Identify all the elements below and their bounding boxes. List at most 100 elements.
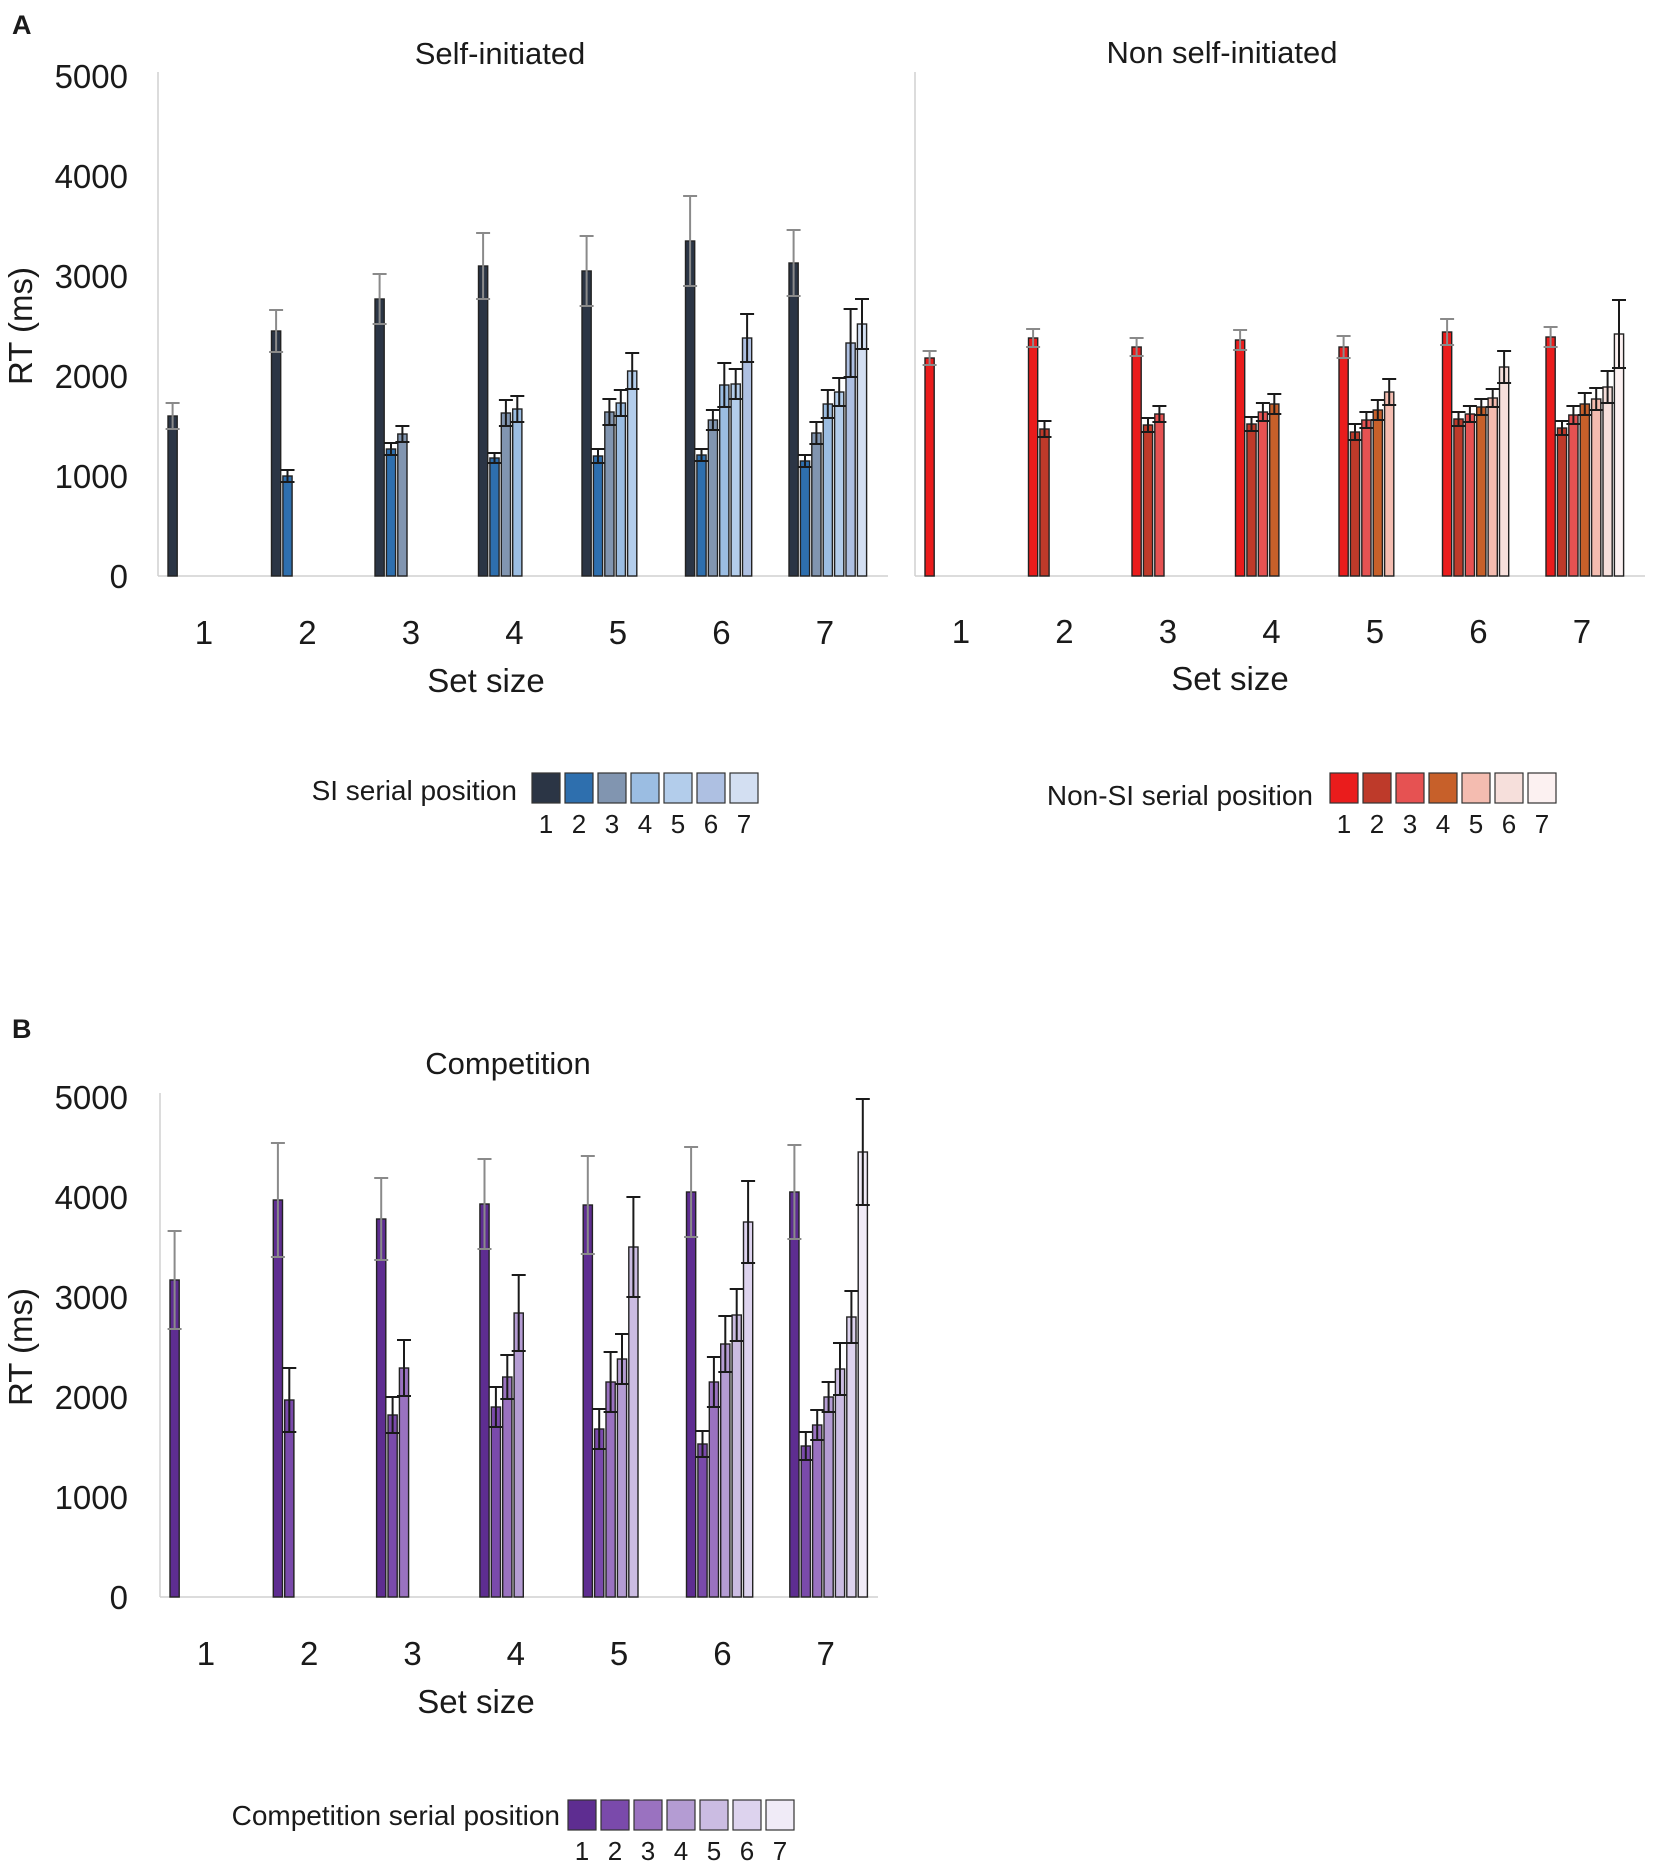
- bar: [731, 1314, 742, 1598]
- legend-si-serial-position: SI serial position 1 2 3 4 5 6 7: [312, 772, 759, 839]
- bar: [616, 1358, 628, 1598]
- x-tick-label: 5: [609, 614, 627, 651]
- legend-swatch: [1362, 772, 1392, 804]
- bar: [592, 455, 604, 577]
- panel-a-label: A: [12, 10, 32, 40]
- legend-label: 6: [740, 1836, 754, 1866]
- legend-title: Competition serial position: [232, 1800, 560, 1831]
- bar: [730, 383, 741, 577]
- legend-swatch: [1428, 772, 1458, 804]
- x-tick-label: 3: [403, 1635, 421, 1672]
- legend-label: 6: [1502, 809, 1516, 839]
- y-axis-title: RT (ms): [2, 1288, 39, 1406]
- y-tick-label: 2000: [55, 1379, 128, 1416]
- bar: [1349, 431, 1361, 577]
- bar: [1372, 409, 1384, 577]
- bar: [1453, 418, 1464, 577]
- legend-non-si-serial-position: Non-SI serial position 1 2 3 4 5 6 7: [1047, 772, 1557, 839]
- legend-swatch: [1527, 772, 1557, 804]
- bar: [789, 1191, 800, 1598]
- legend-swatch: [765, 1799, 795, 1831]
- bar: [387, 1414, 398, 1598]
- x-axis-title: Set size: [417, 1683, 534, 1720]
- bar: [1142, 424, 1154, 577]
- bar: [1039, 428, 1050, 577]
- bar: [811, 1424, 823, 1598]
- legend-swatch: [630, 772, 660, 804]
- bar: [385, 448, 397, 577]
- x-tick-label: 4: [505, 614, 523, 651]
- x-tick-label: 7: [816, 614, 834, 651]
- bar: [477, 265, 489, 577]
- bar: [615, 402, 627, 577]
- chart-competition: Competition 0 1000 2000 3000 4000 5000 RT (ms) 1…: [2, 1046, 878, 1720]
- bar: [1131, 346, 1142, 577]
- x-tick-label: 2: [300, 1635, 318, 1672]
- legend-label: 4: [1436, 809, 1450, 839]
- bar: [1475, 406, 1487, 577]
- bar: [1487, 397, 1498, 577]
- bar: [374, 298, 385, 577]
- legend-swatch: [597, 772, 627, 804]
- legend-swatch: [666, 1799, 696, 1831]
- y-tick-label: 3000: [55, 1279, 128, 1316]
- bar: [398, 1367, 410, 1598]
- bar: [719, 384, 730, 577]
- bar: [720, 1343, 731, 1598]
- x-tick-label: 2: [298, 614, 316, 651]
- legend-label: 6: [704, 809, 718, 839]
- x-axis-title: Set size: [1171, 660, 1288, 697]
- x-tick-label: 1: [195, 614, 213, 651]
- legend-swatch: [633, 1799, 663, 1831]
- legend-swatch: [1461, 772, 1491, 804]
- bar: [479, 1203, 490, 1598]
- bar: [708, 1381, 720, 1598]
- bar: [800, 1445, 812, 1598]
- bar: [823, 1396, 834, 1598]
- bar: [684, 240, 696, 577]
- y-tick-label: 5000: [55, 1079, 128, 1116]
- bar: [282, 475, 293, 577]
- chart-non-self-initiated: Non self-initiated 1 2 3 4 5 6 7 Set size: [914, 35, 1645, 697]
- legend-title: SI serial position: [312, 775, 517, 806]
- bar: [272, 1199, 284, 1598]
- bar: [1268, 403, 1280, 577]
- legend-label: 4: [638, 809, 652, 839]
- bar: [857, 1151, 869, 1598]
- bar: [582, 1204, 594, 1598]
- legend-swatch: [1395, 772, 1425, 804]
- bar: [581, 270, 592, 577]
- x-tick-label: 7: [1573, 613, 1591, 650]
- bar: [605, 1381, 616, 1598]
- chart-title: Self-initiated: [415, 36, 586, 71]
- legend-label: 5: [1469, 809, 1483, 839]
- bar: [846, 1316, 857, 1598]
- legend-swatch: [729, 772, 759, 804]
- bar: [1027, 337, 1039, 577]
- legend-swatch: [732, 1799, 762, 1831]
- bar: [1590, 398, 1602, 577]
- legend-label: 1: [1337, 809, 1351, 839]
- x-tick-label: 4: [1262, 613, 1280, 650]
- bar: [799, 460, 811, 577]
- bar: [924, 357, 935, 577]
- bar: [707, 419, 719, 577]
- bar: [1556, 427, 1568, 577]
- chart-title: Non self-initiated: [1107, 35, 1338, 70]
- legend-label: 4: [674, 1836, 688, 1866]
- y-axis-title: RT (ms): [2, 267, 39, 385]
- legend-swatch: [1329, 772, 1359, 804]
- x-tick-label: 3: [402, 614, 420, 651]
- x-tick-label: 1: [197, 1635, 215, 1672]
- bar: [500, 412, 512, 577]
- bar: [1602, 386, 1613, 577]
- legend-swatch: [567, 1799, 597, 1831]
- bar: [1338, 346, 1349, 577]
- bar: [834, 1368, 846, 1598]
- bar: [397, 433, 408, 577]
- legend-swatch: [663, 772, 693, 804]
- legend-swatch: [696, 772, 726, 804]
- x-axis-title: Set size: [427, 662, 544, 699]
- y-tick-label: 2000: [55, 358, 128, 395]
